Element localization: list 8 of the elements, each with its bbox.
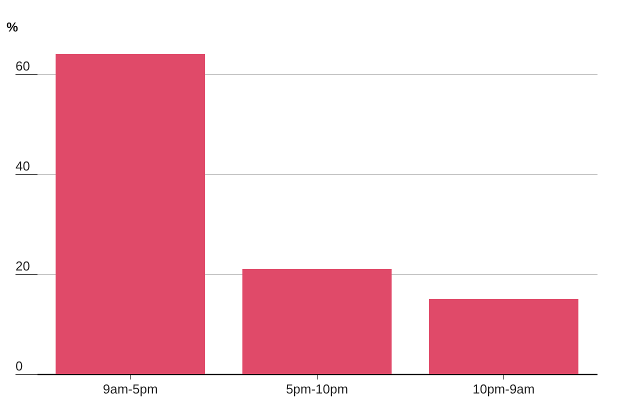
y-tick-label: 0 bbox=[16, 358, 23, 374]
y-tick-label: 20 bbox=[16, 258, 30, 274]
y-tick-label: 40 bbox=[16, 158, 30, 174]
x-tick-label: 10pm-9am bbox=[472, 382, 535, 396]
x-tick-label: 5pm-10pm bbox=[286, 382, 348, 396]
y-tick-label: 60 bbox=[16, 58, 30, 74]
y-axis-title: % bbox=[6, 20, 18, 34]
x-tick-label: 9am-5pm bbox=[102, 382, 158, 396]
